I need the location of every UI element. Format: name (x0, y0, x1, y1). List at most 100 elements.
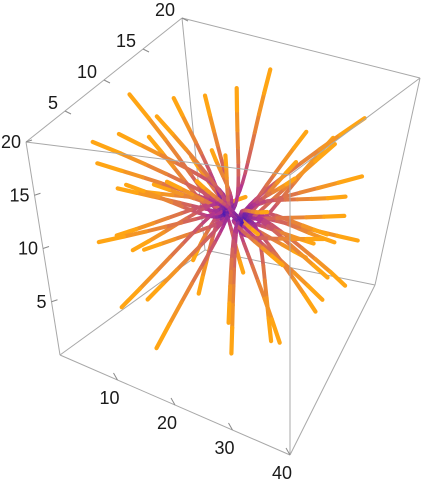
streamline-segment (144, 224, 168, 234)
streamline-segment (256, 279, 267, 301)
streamline-segment (307, 230, 324, 240)
streamline-segment (194, 179, 206, 190)
x-axis-tick (285, 447, 291, 456)
streamline-segment (154, 321, 172, 351)
streamline-segment (275, 219, 291, 226)
streamline-segment (177, 156, 193, 177)
streamline-segment (115, 186, 139, 195)
streamline-segment (296, 159, 318, 179)
streamline-segment (235, 128, 240, 150)
streamline-segment (123, 182, 146, 194)
streamline-segment (249, 130, 257, 151)
box-edge-front (181, 17, 421, 79)
z-tick-label: 5 (36, 292, 46, 312)
streamline-segment (297, 186, 320, 195)
streamline-segment (190, 223, 203, 236)
streamline-segment (302, 292, 318, 314)
streamline-segment (291, 129, 309, 151)
streamline-segment (246, 252, 255, 269)
streamline-segment (262, 296, 274, 322)
streamline-segment (299, 252, 316, 268)
streamline-segment (142, 242, 163, 252)
streamline-segment (166, 211, 184, 220)
streamline-segment (156, 191, 175, 198)
streamline-segment (209, 148, 218, 163)
streamline-segment (171, 95, 185, 118)
streamline-segment (193, 214, 208, 222)
streamline-segment (280, 260, 297, 275)
streamline (226, 220, 244, 325)
streamline-segment (211, 128, 220, 148)
streamline-segment (250, 264, 260, 284)
box-edge-front (25, 141, 291, 176)
y-axis-tick (64, 110, 72, 115)
streamline-segment (230, 303, 235, 330)
streamline-segment (328, 269, 348, 288)
streamline-segment (299, 147, 322, 165)
streamline-segment (171, 165, 186, 182)
y-tick-label: 20 (155, 0, 175, 20)
streamline-segment (264, 172, 277, 187)
y-axis-tick (142, 48, 150, 53)
streamline-segment (184, 147, 200, 166)
streamline-segment (187, 127, 198, 145)
streamline-segment (130, 238, 152, 253)
streamline-segment (304, 214, 327, 220)
streamline-segment (178, 186, 195, 197)
z-axis-tick (25, 139, 33, 143)
x-tick-label: 40 (272, 463, 292, 482)
streamline-segment (163, 220, 184, 229)
x-tick-label: 10 (99, 388, 119, 408)
streamline-segment (133, 221, 156, 232)
streamline-segment (181, 180, 200, 191)
streamline-segment (269, 254, 285, 268)
streamline-segment (202, 93, 212, 117)
streamline-segment (189, 265, 203, 286)
streamline-segment (140, 175, 163, 185)
streamline-segment (246, 146, 254, 164)
streamline-segment (200, 260, 209, 280)
streamline-segment (164, 179, 183, 191)
x-axis-tick (170, 397, 176, 406)
streamline-segment (309, 196, 330, 201)
x-tick-label: 30 (214, 438, 234, 458)
streamline-segment (288, 243, 304, 257)
streamline-segment (229, 325, 235, 356)
streamline-segment (195, 161, 210, 177)
streamline (240, 216, 330, 280)
streamline-segment (270, 187, 286, 202)
streamline-segment (272, 160, 286, 177)
y-axis-tick (181, 17, 189, 22)
streamline-segment (179, 281, 194, 305)
streamline-segment (335, 233, 360, 243)
streamline (239, 208, 270, 224)
streamline-segment (226, 301, 232, 325)
streamline-segment (90, 139, 124, 156)
streamline-segment (215, 143, 223, 160)
streamline-segment (167, 300, 184, 326)
streamline-segment (168, 242, 185, 259)
streamline-segment (172, 232, 190, 242)
streamline-segment (243, 159, 250, 176)
streamline-segment (270, 251, 285, 265)
streamline-segment (325, 194, 348, 201)
streamline-segment (154, 114, 175, 136)
streamline-segment (206, 240, 217, 256)
streamline-segment (166, 187, 185, 197)
streamline-segment (127, 92, 151, 121)
streamline-segment (338, 116, 367, 137)
streamline-segment (199, 252, 211, 270)
box-edge-back (374, 77, 421, 286)
streamline-segment (146, 134, 165, 155)
streamline-segment (250, 227, 261, 237)
streamline-segment (95, 161, 124, 173)
streamline-segment (281, 146, 296, 165)
streamlines-group (90, 67, 367, 356)
y-tick-label: 15 (116, 31, 136, 51)
streamline-segment (292, 270, 310, 288)
streamline-segment (262, 67, 273, 96)
streamline-segment (197, 235, 211, 249)
streamline-segment (114, 227, 139, 238)
streamline-segment (121, 229, 149, 239)
